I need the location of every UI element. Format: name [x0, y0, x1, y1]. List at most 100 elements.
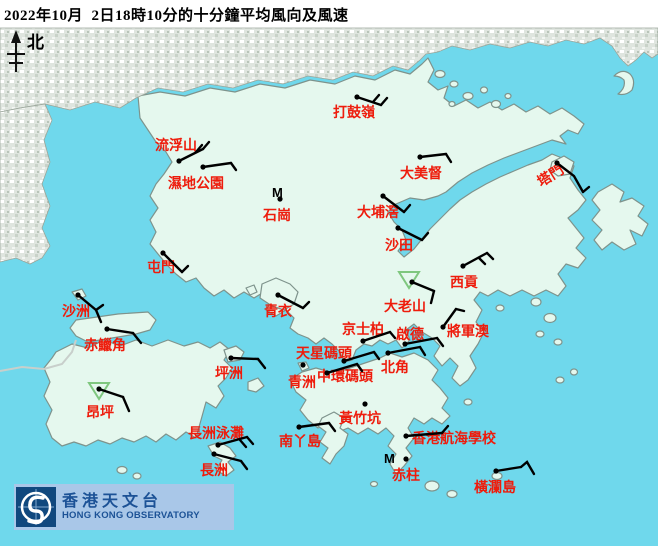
wind-barb	[216, 435, 249, 447]
weather-station: 屯門	[147, 250, 190, 276]
station-label: 將軍澳	[447, 323, 490, 340]
weather-station: 赤柱M	[384, 451, 420, 484]
wind-barb	[519, 460, 536, 476]
weather-station: 打鼓嶺	[333, 93, 389, 121]
wind-barb	[201, 140, 211, 151]
weather-station: 流浮山	[155, 137, 211, 164]
calm-triangle-icon	[397, 271, 421, 290]
station-label: 黃竹坑	[338, 410, 381, 427]
hei-ling-chau-island	[247, 377, 265, 393]
missing-data-marker: M	[384, 451, 395, 466]
station-label: 大美督	[400, 165, 442, 182]
station-label: 天星碼頭	[296, 346, 353, 362]
north-arrow: 北	[7, 30, 44, 72]
islet	[555, 376, 565, 384]
station-dot	[395, 225, 401, 231]
wind-barb	[410, 280, 436, 293]
islet	[462, 91, 474, 101]
wind-barb	[429, 289, 436, 305]
station-label: 濕地公園	[168, 175, 224, 192]
station-dot	[380, 193, 386, 199]
wind-barb	[342, 350, 376, 363]
po-toi-island	[424, 480, 440, 492]
islet	[569, 368, 579, 376]
hko-logo-text: 香港天文台 HONG KONG OBSERVATORY	[62, 493, 200, 522]
waglan-islet	[491, 471, 503, 481]
kat-o-double-haven	[591, 183, 649, 251]
station-label: 西貢	[450, 275, 478, 291]
station-dot	[75, 292, 81, 298]
wind-barb	[256, 357, 267, 370]
station-dot	[300, 362, 306, 368]
station-label: 香港航海學校	[411, 430, 497, 447]
wind-barb	[212, 452, 243, 463]
wind-barb	[131, 331, 143, 345]
station-label: 坪洲	[215, 366, 243, 382]
wind-barb	[461, 251, 489, 268]
station-label: 石崗	[262, 207, 291, 224]
wind-barb	[245, 435, 255, 446]
station-dot	[385, 350, 391, 356]
weather-station: 大埔滘	[357, 193, 412, 221]
wind-barb	[97, 387, 125, 399]
hko-logo-english: HONG KONG OBSERVATORY	[62, 510, 200, 522]
islet	[530, 297, 542, 307]
wind-barb	[485, 251, 495, 261]
wind-barb	[372, 350, 381, 361]
wind-barb	[201, 161, 233, 169]
missing-data-marker: M	[272, 185, 283, 200]
station-label: 北角	[381, 359, 409, 376]
station-dot	[104, 326, 110, 332]
station-label: 京士柏	[342, 321, 384, 338]
weather-station: 中環碼頭	[317, 362, 374, 385]
hko-logo-icon	[16, 487, 56, 527]
station-dot	[440, 324, 446, 330]
islet	[543, 312, 557, 324]
station-dot	[296, 424, 302, 430]
weather-station: 濕地公園	[168, 161, 238, 192]
station-label: 流浮山	[155, 137, 197, 154]
page-title: 2022年10月 2日18時10分的十分鐘平均風向及風速	[4, 8, 349, 24]
wind-barb	[301, 300, 311, 310]
wind-barb	[440, 424, 450, 435]
islet	[504, 92, 512, 100]
ma-wan-island	[245, 284, 258, 296]
station-dot	[96, 386, 102, 392]
wind-barb	[121, 395, 131, 413]
weather-station: 西貢	[450, 251, 495, 291]
wind-barb	[441, 307, 458, 329]
islet	[369, 480, 379, 488]
station-dot	[360, 338, 366, 344]
hzmb-bridge-line	[0, 339, 77, 372]
hko-logo[interactable]: 香港天文台 HONG KONG OBSERVATORY	[14, 484, 234, 530]
weather-station: 石崗 M	[262, 185, 291, 224]
wind-barb	[355, 95, 383, 107]
land-layer	[43, 57, 649, 499]
weather-station: 青衣	[264, 292, 311, 320]
station-dot	[493, 468, 499, 474]
station-label: 沙洲	[62, 304, 90, 320]
weather-station: 長洲	[200, 451, 249, 479]
islet	[448, 100, 456, 108]
weather-station: 香港航海學校	[403, 424, 497, 447]
wind-barb	[325, 362, 359, 375]
weather-station: 大美督	[400, 152, 453, 182]
north-label: 北	[27, 33, 44, 52]
cheung-chau-island	[207, 441, 237, 477]
wind-barb	[403, 336, 439, 346]
weather-station: 黃竹坑	[338, 401, 381, 427]
wind-barb	[239, 459, 249, 471]
weather-station: 京士柏	[342, 321, 397, 344]
station-dot	[228, 355, 234, 361]
wind-barb	[381, 194, 406, 214]
soko-islet	[116, 465, 128, 475]
weather-station: 橫瀾島	[474, 460, 536, 496]
soko-islet	[132, 472, 142, 480]
wind-barb	[94, 303, 105, 312]
station-label: 赤柱	[392, 467, 420, 484]
weather-station: 南丫島	[279, 421, 337, 450]
station-label: 屯門	[147, 259, 175, 276]
station-dot	[460, 263, 466, 269]
weather-station: 沙洲	[62, 292, 105, 324]
wind-barb	[276, 293, 305, 310]
